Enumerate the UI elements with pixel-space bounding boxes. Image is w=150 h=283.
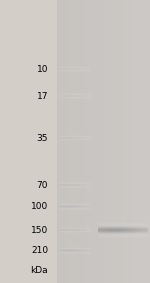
Text: 70: 70 (36, 181, 48, 190)
Text: 100: 100 (31, 202, 48, 211)
Text: 35: 35 (36, 134, 48, 143)
Text: kDa: kDa (30, 266, 48, 275)
Text: 10: 10 (36, 65, 48, 74)
Text: 17: 17 (36, 92, 48, 101)
Text: 150: 150 (31, 226, 48, 235)
Bar (57, 0, 150, 283)
Text: 210: 210 (31, 246, 48, 255)
